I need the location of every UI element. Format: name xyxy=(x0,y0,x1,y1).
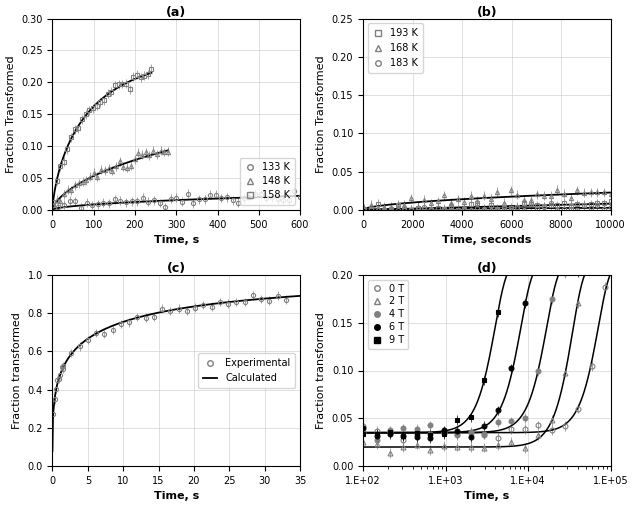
X-axis label: Time, s: Time, s xyxy=(153,235,199,245)
Legend: 0 T, 2 T, 4 T, 6 T, 9 T: 0 T, 2 T, 4 T, 6 T, 9 T xyxy=(368,280,408,349)
Y-axis label: Fraction Transformed: Fraction Transformed xyxy=(316,55,326,173)
Title: (c): (c) xyxy=(167,262,186,275)
Y-axis label: Fraction transformed: Fraction transformed xyxy=(316,312,327,429)
Legend: 133 K, 148 K, 158 K: 133 K, 148 K, 158 K xyxy=(240,158,295,205)
Legend: 193 K, 168 K, 183 K: 193 K, 168 K, 183 K xyxy=(368,23,423,73)
Legend: Experimental, Calculated: Experimental, Calculated xyxy=(198,353,295,388)
Y-axis label: Fraction transformed: Fraction transformed xyxy=(12,312,22,429)
Title: (d): (d) xyxy=(477,262,497,275)
Title: (b): (b) xyxy=(477,6,497,19)
Title: (a): (a) xyxy=(166,6,186,19)
X-axis label: Time, s: Time, s xyxy=(153,491,199,501)
X-axis label: Time, s: Time, s xyxy=(464,491,510,501)
X-axis label: Time, seconds: Time, seconds xyxy=(442,235,531,245)
Y-axis label: Fraction Transformed: Fraction Transformed xyxy=(6,55,16,173)
